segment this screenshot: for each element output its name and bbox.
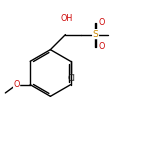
Text: O: O: [13, 80, 20, 89]
Text: OH: OH: [60, 14, 72, 23]
Text: O: O: [98, 42, 105, 51]
Text: S: S: [93, 30, 98, 39]
Text: O: O: [98, 18, 105, 27]
Text: Cl: Cl: [67, 74, 75, 83]
